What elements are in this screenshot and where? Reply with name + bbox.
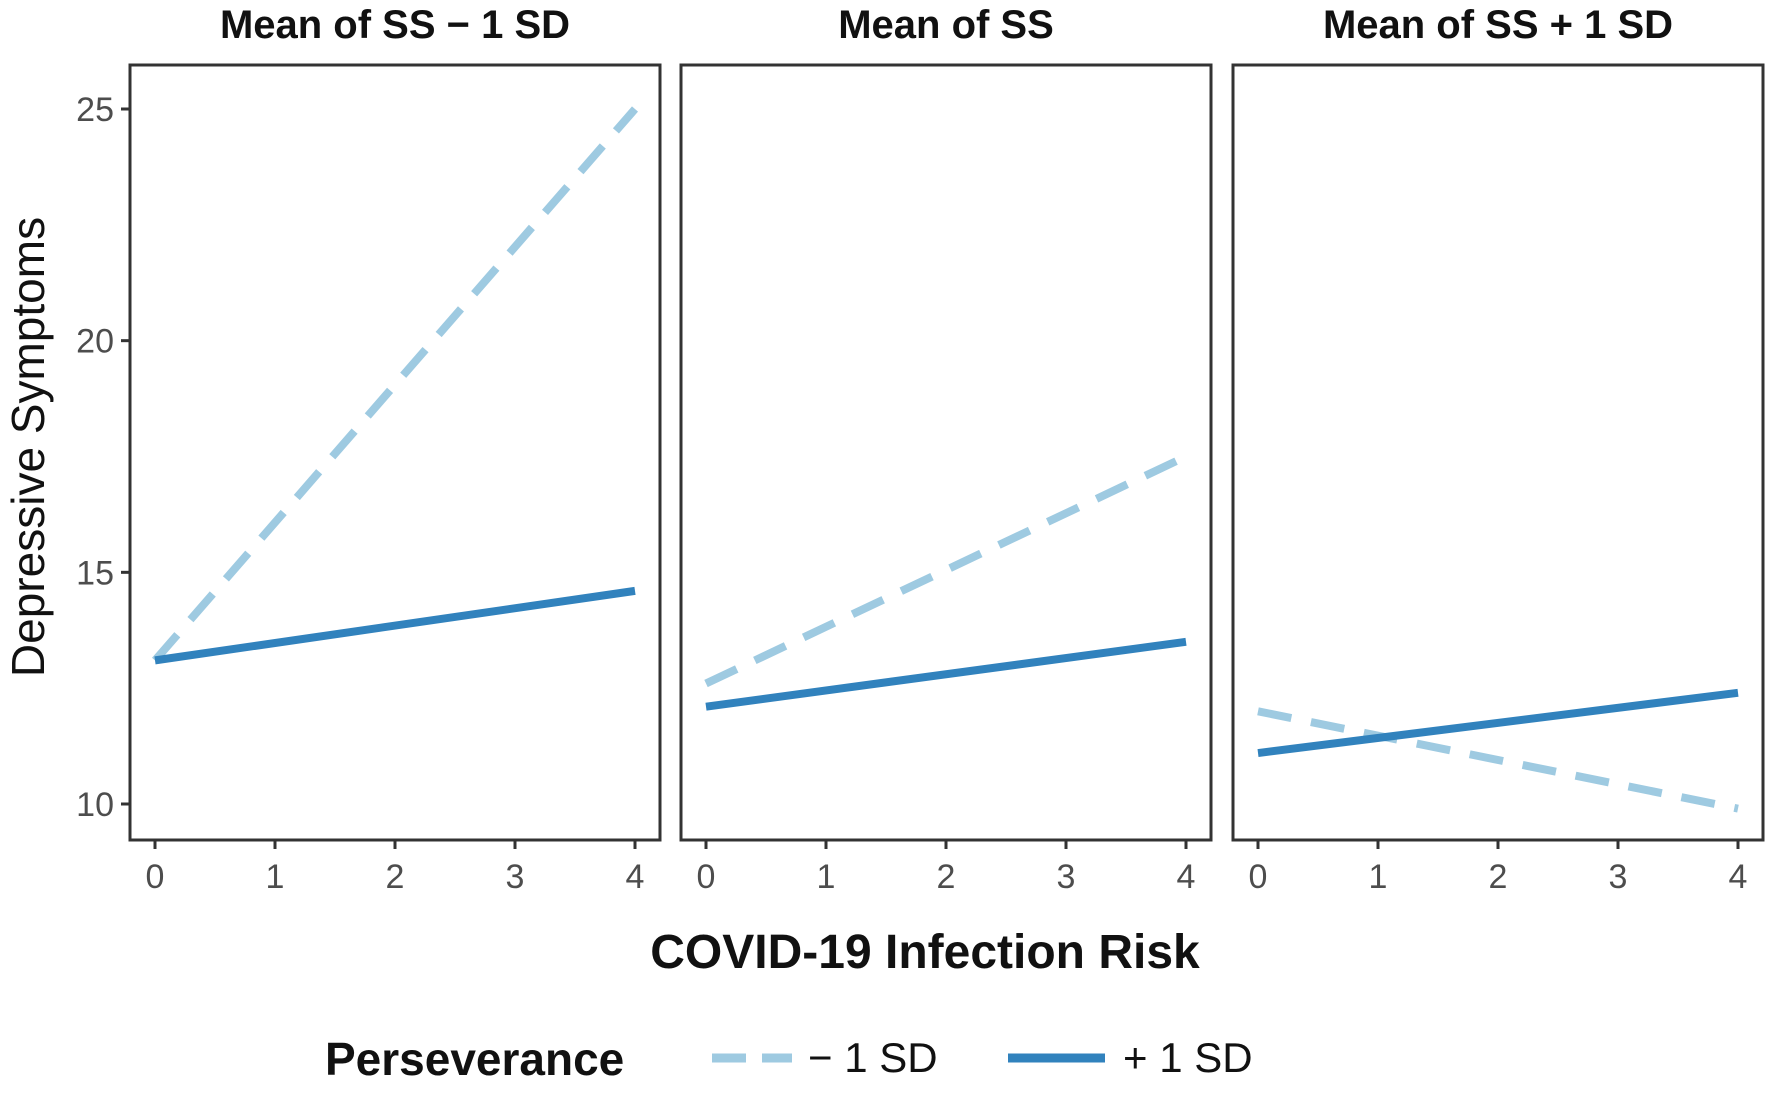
legend-title: Perseverance	[325, 1033, 624, 1085]
x-axis-title: COVID-19 Infection Risk	[650, 926, 1200, 979]
series-line-minus-1sd	[1257, 707, 1739, 813]
series-line-plus-1sd	[154, 586, 636, 665]
x-tick-label: 4	[1729, 858, 1748, 896]
y-tick-label: 10	[76, 786, 114, 824]
x-tick-label: 4	[1177, 858, 1196, 896]
x-tick-label: 0	[146, 858, 165, 896]
panel-border	[679, 63, 1213, 842]
x-tick-label: 2	[386, 858, 405, 896]
panel-title: Mean of SS − 1 SD	[220, 3, 570, 47]
x-tick-label: 0	[1249, 858, 1268, 896]
legend-label-plus-1sd: + 1 SD	[1123, 1034, 1253, 1081]
series-line-minus-1sd	[151, 106, 639, 663]
panel-border	[128, 63, 662, 842]
series-line-plus-1sd	[1257, 688, 1739, 758]
panel-3: Mean of SS + 1 SD 0 1 2 3 4	[1231, 3, 1765, 896]
x-tick-label: 2	[1489, 858, 1508, 896]
x-tick-label: 3	[1057, 858, 1076, 896]
legend: Perseverance − 1 SD + 1 SD	[325, 1033, 1253, 1085]
panel-2: Mean of SS 0 1 2 3 4	[679, 3, 1213, 896]
y-tick-label: 25	[76, 91, 114, 129]
y-tick-label: 20	[76, 323, 114, 361]
x-tick-label: 1	[817, 858, 836, 896]
panel-title: Mean of SS + 1 SD	[1323, 3, 1673, 47]
legend-label-minus-1sd: − 1 SD	[808, 1034, 938, 1081]
panel-title: Mean of SS	[838, 3, 1054, 47]
x-tick-label: 0	[697, 858, 716, 896]
x-tick-label: 4	[626, 858, 645, 896]
x-tick-label: 1	[1369, 858, 1388, 896]
series-line-plus-1sd	[705, 637, 1187, 711]
x-tick-label: 1	[266, 858, 285, 896]
x-tick-label: 3	[506, 858, 525, 896]
y-axis-title: Depressive Symptoms	[2, 217, 54, 677]
panel-1: Mean of SS − 1 SD 0 1 2 3 4	[128, 3, 662, 896]
x-tick-label: 3	[1609, 858, 1628, 896]
x-tick-label: 2	[937, 858, 956, 896]
y-tick-label: 15	[76, 554, 114, 592]
series-line-minus-1sd	[704, 452, 1188, 688]
